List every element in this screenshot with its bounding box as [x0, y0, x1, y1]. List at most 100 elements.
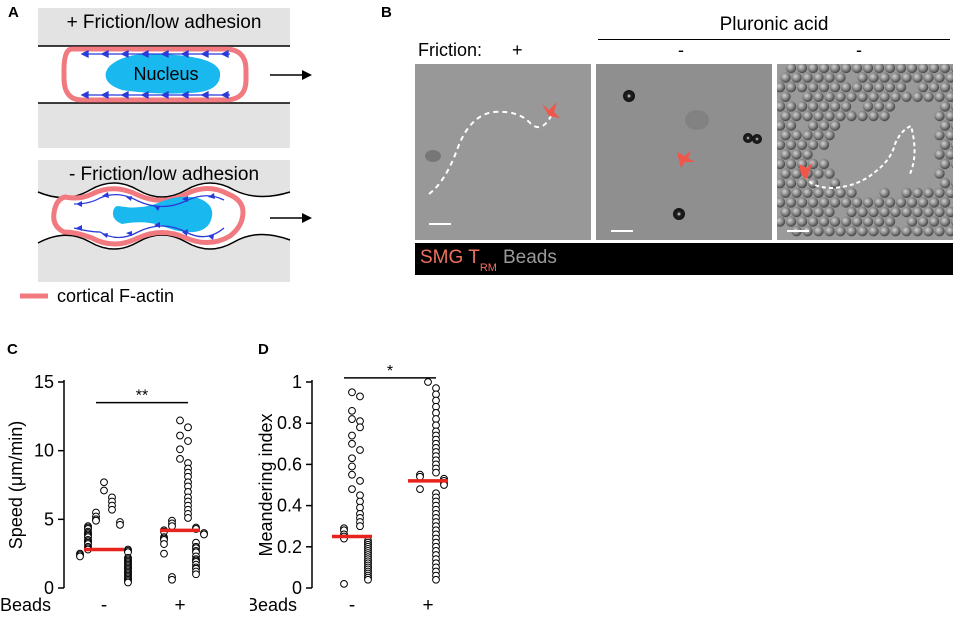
- bead: [807, 64, 819, 74]
- bead: [950, 178, 953, 188]
- bead: [945, 91, 953, 102]
- bead: [857, 110, 868, 122]
- bottom-retrograde-arrows: [73, 194, 225, 239]
- nucleus-label: Nucleus: [133, 64, 199, 84]
- bead: [824, 168, 835, 179]
- bead: [780, 91, 791, 102]
- bead: [796, 158, 808, 170]
- bead: [807, 139, 819, 150]
- bead: [780, 149, 791, 160]
- bead: [928, 216, 940, 227]
- bead: [785, 82, 797, 93]
- bottom-lower-wall: [38, 234, 290, 282]
- bead: [912, 72, 923, 83]
- data-point: [348, 406, 356, 415]
- y-tick-label: 5: [44, 509, 54, 529]
- data-point: [108, 505, 116, 514]
- bead: [857, 226, 868, 237]
- bead: [950, 140, 953, 150]
- data-point: [160, 549, 168, 558]
- bead: [813, 168, 824, 179]
- bead: [802, 72, 813, 83]
- y-tick-label: 0.8: [277, 413, 302, 433]
- bead: [895, 82, 907, 93]
- bead: [777, 139, 786, 150]
- bead: [796, 82, 808, 93]
- track-3: [804, 124, 916, 190]
- bead: [950, 82, 953, 92]
- bead: [846, 91, 857, 102]
- bottom-direction-arrow: [270, 213, 312, 223]
- bead: [780, 206, 791, 218]
- bead: [807, 178, 819, 189]
- bead: [851, 197, 863, 208]
- data-point: [364, 575, 372, 584]
- friction-condition-2: -: [678, 40, 684, 60]
- bead: [785, 178, 797, 189]
- friction-condition-1: +: [512, 40, 523, 60]
- y-tick-label: 0.4: [277, 496, 302, 516]
- bead: [939, 178, 951, 189]
- bead: [862, 82, 874, 93]
- bead: [851, 216, 863, 227]
- t-cell-3: [799, 162, 813, 180]
- bead: [939, 158, 951, 170]
- bead: [934, 130, 945, 141]
- y-tick-label: 0: [292, 578, 302, 598]
- bead: [796, 197, 808, 208]
- data-point: [356, 476, 364, 485]
- bead: [879, 226, 890, 237]
- data-point: [124, 578, 132, 587]
- bead: [796, 139, 808, 150]
- bead: [950, 159, 953, 169]
- bead: [807, 216, 819, 227]
- bead: [928, 82, 940, 93]
- bead-field: [777, 64, 953, 237]
- meandering-chart: 0 0.2 0.4 0.6 0.8 1 Meandering index Beads - + *: [250, 363, 448, 616]
- data-point: [348, 462, 356, 471]
- bead: [884, 82, 896, 93]
- bead: [895, 64, 907, 74]
- bead: [807, 120, 819, 131]
- y-tick-label: 10: [34, 441, 54, 461]
- data-point: [184, 437, 192, 445]
- x-axis-label: Beads: [250, 595, 297, 615]
- data-point: [348, 415, 356, 423]
- bead: [846, 206, 857, 218]
- data-point: [356, 423, 364, 432]
- bead: [785, 64, 797, 74]
- data-point: [348, 485, 356, 494]
- bead: [868, 91, 879, 102]
- data-point: [356, 446, 364, 454]
- bead: [868, 206, 879, 218]
- bead: [846, 226, 857, 237]
- bead: [917, 216, 929, 227]
- bead: [791, 72, 802, 83]
- bead: [791, 149, 802, 160]
- bottom-condition-label: - Friction/low adhesion: [68, 164, 260, 185]
- bead: [785, 101, 797, 112]
- bead: [912, 226, 923, 237]
- bead: [851, 64, 863, 74]
- data-point: [192, 570, 200, 579]
- bead: [824, 130, 835, 141]
- bead: [917, 64, 929, 74]
- bead: [802, 149, 813, 160]
- bead: [813, 187, 824, 198]
- bead: [813, 91, 824, 102]
- bead: [917, 197, 929, 208]
- data-point: [160, 540, 168, 548]
- bead: [824, 110, 835, 122]
- bead: [785, 158, 797, 170]
- bead: [824, 226, 835, 237]
- bead: [785, 197, 797, 208]
- bead: [835, 91, 846, 102]
- top-lower-wall: [38, 103, 290, 148]
- data-point: [176, 416, 184, 425]
- bead: [950, 121, 953, 130]
- bead: [796, 216, 808, 227]
- bead: [884, 216, 896, 227]
- bead: [807, 82, 819, 93]
- bead: [791, 130, 802, 141]
- bead: [873, 64, 885, 74]
